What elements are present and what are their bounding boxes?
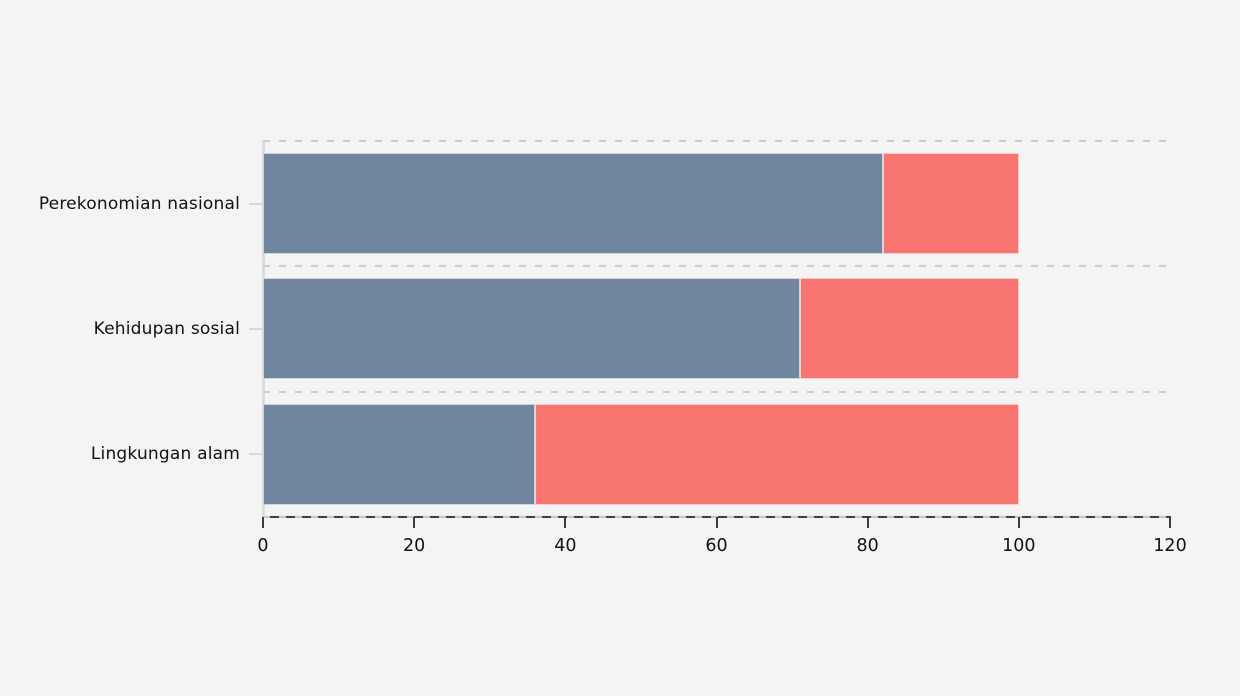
x-tick-label: 40 <box>554 536 577 556</box>
x-tick-label: 100 <box>1002 536 1036 556</box>
category-tick-mark <box>249 453 263 456</box>
bar-segment-series-1-blue <box>263 153 883 255</box>
bar-segment-series-1-blue <box>263 403 536 505</box>
x-tick-mark <box>866 517 869 528</box>
gridline <box>263 265 1170 268</box>
gridline <box>263 140 1170 142</box>
plot-area <box>263 140 1170 517</box>
chart-band <box>263 140 1170 266</box>
bar-segment-series-2-red <box>799 278 1019 380</box>
chart-band <box>263 265 1170 391</box>
x-axis-ticks: 0 20 40 60 80 100 120 <box>257 517 1187 577</box>
x-tick-mark <box>564 517 567 528</box>
x-tick-label: 0 <box>257 536 269 556</box>
bar-row <box>263 153 1170 255</box>
category-label: Kehidupan sosial <box>93 319 240 339</box>
x-tick-mark <box>413 517 416 528</box>
chart-band <box>263 390 1170 517</box>
x-tick-label: 120 <box>1153 536 1187 556</box>
x-tick-label: 80 <box>856 536 879 556</box>
bar-segment-series-1-blue <box>263 278 800 380</box>
x-tick-label: 20 <box>403 536 426 556</box>
x-tick-mark <box>715 517 718 528</box>
category-tick-mark <box>249 202 263 205</box>
x-tick-mark <box>1017 517 1020 528</box>
gridline <box>263 390 1170 393</box>
category-label: Lingkungan alam <box>90 444 240 465</box>
x-tick-mark <box>1169 517 1171 528</box>
category-label: Perekonomian nasional <box>38 193 240 214</box>
x-tick-mark <box>262 517 264 528</box>
category-labels: Perekonomian nasional Kehidupan sosial Lin… <box>0 141 263 517</box>
category-tick-mark <box>249 328 263 330</box>
bar-row <box>263 278 1170 380</box>
bar-row <box>263 403 1170 505</box>
x-axis-dashes <box>263 515 1171 518</box>
x-tick-label: 60 <box>705 536 728 556</box>
bar-segment-series-2-red <box>882 153 1019 255</box>
bar-segment-series-2-red <box>535 403 1019 505</box>
